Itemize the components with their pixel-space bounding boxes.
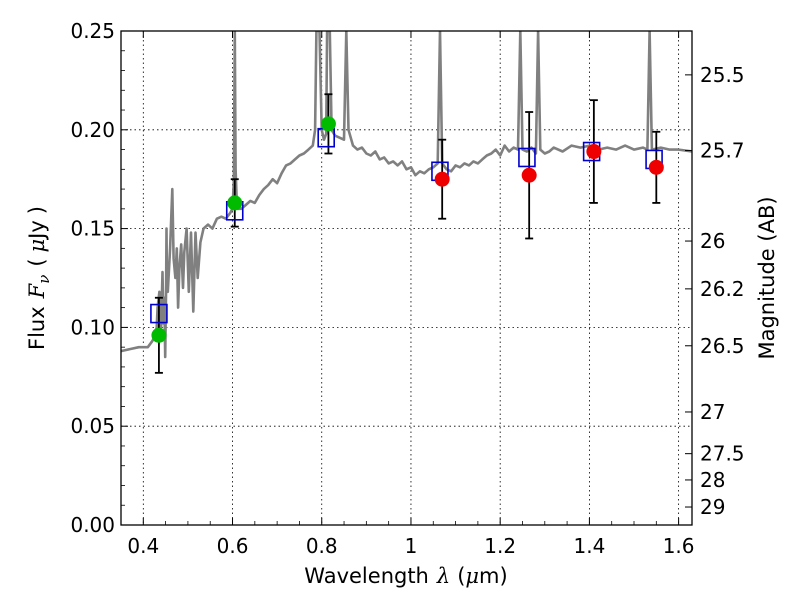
axis-ticks: 0.4 0.6 0.8 1 1.2 1.4 1.6 0.00 0.05 0.10 0.15 0.20 0…	[70, 19, 744, 558]
y-tick-label: 0.00	[70, 513, 115, 537]
grid	[121, 30, 692, 526]
detection-point	[227, 195, 243, 211]
x-tick-label: 1	[405, 534, 418, 558]
plot-frame	[120, 30, 693, 526]
x-tick-label: 0.8	[306, 534, 338, 558]
x-tick-label: 0.4	[127, 534, 159, 558]
detection-point	[151, 327, 167, 343]
right-tick-label: 25.7	[700, 139, 745, 163]
y-tick-label: 0.05	[70, 414, 115, 438]
x-tick-label: 0.6	[217, 534, 249, 558]
right-tick-label: 27.5	[700, 442, 745, 466]
right-tick-label: 26.5	[700, 334, 745, 358]
x-tick-label: 1.6	[663, 534, 695, 558]
detection-point	[320, 116, 336, 132]
y-tick-label: 0.25	[70, 19, 115, 43]
y-tick-label: 0.20	[70, 118, 115, 142]
right-tick-label: 26	[700, 229, 725, 253]
y-axis-right-label: Magnitude (AB)	[755, 196, 779, 359]
model-flux-box	[518, 147, 536, 168]
detection-point	[648, 159, 664, 175]
spectrum-line	[121, 31, 692, 359]
right-tick-label: 28	[700, 468, 725, 492]
detection-point	[521, 167, 537, 183]
detection-point	[434, 171, 450, 187]
right-tick-label: 29	[700, 495, 725, 519]
x-tick-label: 1.4	[573, 534, 605, 558]
plot-area	[121, 31, 692, 374]
right-tick-label: 26.2	[700, 277, 745, 301]
x-axis-label: Wavelength λ (μm)	[304, 564, 507, 588]
model-flux-box	[150, 303, 168, 324]
right-tick-label: 27	[700, 400, 725, 424]
y-axis-label: FluxFν(μJy)	[25, 206, 53, 350]
detection-point	[586, 144, 602, 160]
x-tick-label: 1.2	[484, 534, 516, 558]
right-tick-label: 25.5	[700, 63, 745, 87]
y-tick-label: 0.15	[70, 217, 115, 241]
y-tick-label: 0.10	[70, 315, 115, 339]
